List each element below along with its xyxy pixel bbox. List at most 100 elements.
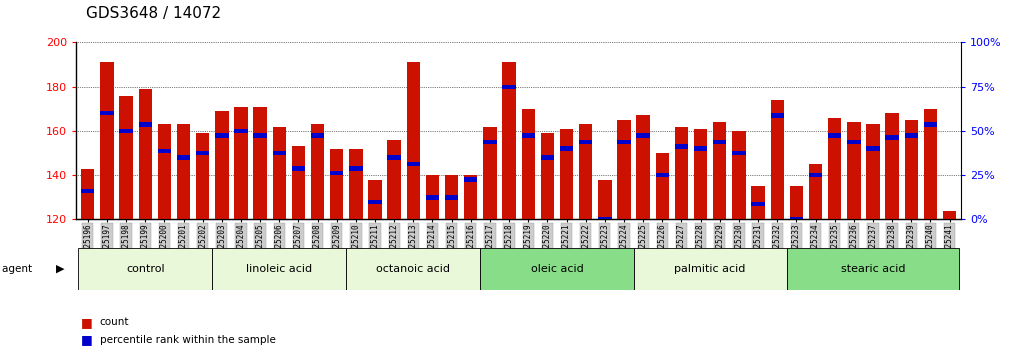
- Text: GDS3648 / 14072: GDS3648 / 14072: [86, 6, 222, 21]
- Bar: [617, 140, 631, 144]
- Bar: [483, 140, 496, 144]
- Bar: [101, 111, 114, 115]
- Bar: [196, 151, 210, 155]
- Bar: [349, 149, 363, 219]
- Bar: [904, 120, 918, 219]
- Bar: [292, 166, 305, 171]
- Text: ▶: ▶: [56, 264, 64, 274]
- Text: linoleic acid: linoleic acid: [246, 264, 312, 274]
- Bar: [943, 211, 956, 219]
- Bar: [656, 153, 669, 219]
- Bar: [656, 173, 669, 177]
- Bar: [177, 124, 190, 219]
- Bar: [234, 129, 248, 133]
- FancyBboxPatch shape: [78, 248, 213, 290]
- Bar: [579, 140, 592, 144]
- Bar: [273, 126, 286, 219]
- Bar: [789, 186, 803, 219]
- Bar: [789, 217, 803, 222]
- Bar: [713, 122, 726, 219]
- Bar: [311, 124, 324, 219]
- FancyBboxPatch shape: [347, 248, 480, 290]
- Bar: [101, 62, 114, 219]
- Bar: [771, 100, 784, 219]
- Bar: [292, 147, 305, 219]
- Bar: [541, 155, 554, 160]
- Bar: [771, 113, 784, 118]
- Text: count: count: [100, 317, 129, 327]
- Bar: [387, 155, 401, 160]
- Bar: [598, 179, 611, 219]
- Bar: [904, 133, 918, 138]
- Text: octanoic acid: octanoic acid: [376, 264, 451, 274]
- Text: ■: ■: [81, 316, 94, 329]
- Bar: [713, 140, 726, 144]
- Bar: [866, 147, 880, 151]
- FancyBboxPatch shape: [480, 248, 634, 290]
- Bar: [637, 115, 650, 219]
- Bar: [407, 62, 420, 219]
- Bar: [732, 131, 745, 219]
- Bar: [541, 133, 554, 219]
- Bar: [216, 133, 229, 138]
- Bar: [444, 195, 459, 200]
- Bar: [522, 109, 535, 219]
- Bar: [331, 149, 344, 219]
- Bar: [464, 177, 478, 182]
- Bar: [158, 149, 171, 153]
- Text: stearic acid: stearic acid: [841, 264, 905, 274]
- Bar: [196, 133, 210, 219]
- Bar: [368, 179, 381, 219]
- Bar: [943, 228, 956, 233]
- Text: control: control: [126, 264, 165, 274]
- Bar: [752, 202, 765, 206]
- Bar: [752, 186, 765, 219]
- Bar: [138, 89, 152, 219]
- Bar: [694, 129, 707, 219]
- Bar: [177, 155, 190, 160]
- Bar: [349, 166, 363, 171]
- Bar: [311, 133, 324, 138]
- Bar: [559, 129, 574, 219]
- Bar: [886, 135, 899, 140]
- Bar: [368, 200, 381, 204]
- Bar: [253, 107, 266, 219]
- Bar: [158, 124, 171, 219]
- Text: oleic acid: oleic acid: [531, 264, 584, 274]
- Bar: [444, 175, 459, 219]
- Bar: [923, 122, 937, 126]
- FancyBboxPatch shape: [213, 248, 347, 290]
- Bar: [923, 109, 937, 219]
- Bar: [138, 122, 152, 126]
- Bar: [81, 188, 95, 193]
- Bar: [828, 133, 841, 138]
- Bar: [847, 122, 860, 219]
- Bar: [886, 113, 899, 219]
- Bar: [579, 124, 592, 219]
- Bar: [828, 118, 841, 219]
- Bar: [866, 124, 880, 219]
- Bar: [81, 169, 95, 219]
- Bar: [559, 147, 574, 151]
- Bar: [809, 173, 822, 177]
- Bar: [674, 126, 689, 219]
- Bar: [522, 133, 535, 138]
- Bar: [464, 175, 478, 219]
- Bar: [119, 96, 133, 219]
- Bar: [847, 140, 860, 144]
- Bar: [253, 133, 266, 138]
- Bar: [637, 133, 650, 138]
- Text: ■: ■: [81, 333, 94, 346]
- Bar: [502, 62, 516, 219]
- Bar: [674, 144, 689, 149]
- Bar: [732, 151, 745, 155]
- Bar: [119, 129, 133, 133]
- Text: palmitic acid: palmitic acid: [674, 264, 745, 274]
- Text: percentile rank within the sample: percentile rank within the sample: [100, 335, 276, 345]
- Bar: [502, 85, 516, 89]
- Bar: [694, 147, 707, 151]
- Bar: [407, 162, 420, 166]
- Bar: [617, 120, 631, 219]
- Bar: [387, 140, 401, 219]
- FancyBboxPatch shape: [634, 248, 787, 290]
